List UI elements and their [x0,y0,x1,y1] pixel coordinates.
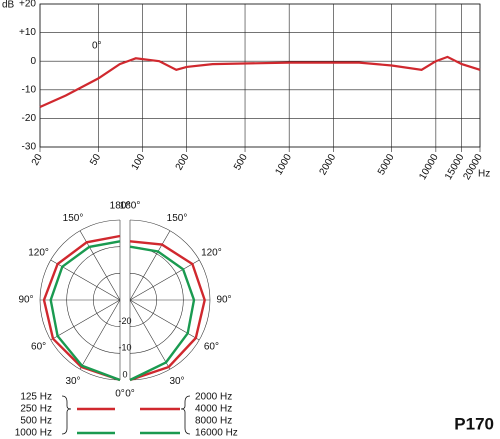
legend-label: 1000 Hz [15,428,52,439]
legend-label: 2000 Hz [195,392,232,403]
y-axis-label: dB [2,0,15,11]
brace [180,395,191,435]
y-tick-label: -10 [22,84,37,95]
x-tick-label: 2000 [318,152,339,177]
angle-label: 0° [125,389,135,400]
legend-label: 250 Hz [20,404,52,415]
x-tick-label: 50 [88,152,103,168]
polar-spoke [50,259,121,301]
radius-label: -20 [118,316,131,326]
x-tick-label: 10000 [417,152,441,182]
legend-label: 500 Hz [20,416,52,427]
polar-spoke [79,299,121,370]
angle-label: 60° [204,342,219,353]
y-tick-label: 0 [30,56,36,67]
polar-curve [129,245,196,382]
polar-spoke [129,299,171,370]
legend-label: 8000 Hz [195,416,232,427]
x-tick-label: 100 [130,152,148,172]
y-tick-label: -20 [22,113,37,124]
polar-curve [129,240,206,382]
angle-label: 180° [120,201,141,212]
angle-label: 60° [31,342,46,353]
legend-label: 4000 Hz [195,404,232,415]
angle-label: 150° [63,213,84,224]
angle-label: 0° [115,389,125,400]
polar-spoke [79,230,121,301]
model-name: P170 [454,414,494,433]
polar-spoke [129,230,171,301]
brace [61,395,72,435]
polar-spoke [50,299,121,341]
angle-label: 150° [167,213,188,224]
annotation: 0° [92,41,102,52]
polar-curve [42,234,121,382]
response-curve [39,55,481,109]
polar-curve [49,240,121,382]
x-tick-label: 500 [232,152,250,172]
x-tick-label: 5000 [376,152,397,177]
y-tick-label: +20 [19,0,36,10]
x-tick-label: 200 [174,152,192,172]
angle-label: 90° [18,295,33,306]
angle-label: 120° [28,248,49,259]
angle-label: 30° [169,376,184,387]
legend-label: 16000 Hz [195,428,238,439]
angle-label: 120° [201,248,222,259]
x-tick-label: 1000 [273,152,294,177]
y-tick-label: +10 [19,27,36,38]
radius-label: -10 [118,343,131,353]
x-tick-label: 20 [30,152,45,168]
angle-label: 90° [216,295,231,306]
plot-frame [39,3,481,148]
polar-spoke [129,259,200,301]
y-tick-label: -30 [22,142,37,153]
polar-spoke [129,299,200,341]
x-unit-label: Hz [478,169,490,180]
legend-label: 125 Hz [20,392,52,403]
angle-label: 180° [110,201,131,212]
angle-label: 30° [65,376,80,387]
radius-label: 0 [122,369,127,379]
